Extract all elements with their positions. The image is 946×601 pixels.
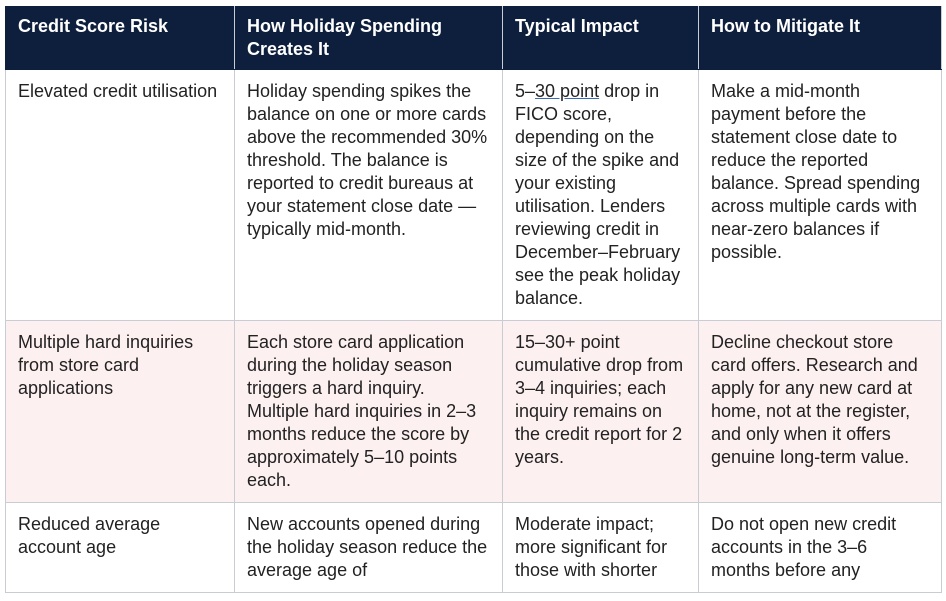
table-row: Elevated credit utilisation Holiday spend… — [5, 69, 942, 321]
table-cell: Multiple hard inquiries from store card … — [5, 320, 235, 503]
table-row: Reduced average account age New accounts … — [5, 502, 942, 593]
table-cell: Decline checkout store card offers. Rese… — [698, 320, 942, 503]
table-cell: Do not open new credit accounts in the 3… — [698, 502, 942, 593]
table-cell: Reduced average account age — [5, 502, 235, 593]
table-row: Multiple hard inquiries from store card … — [5, 320, 942, 503]
header-cell: Credit Score Risk — [5, 6, 235, 70]
table-cell: Make a mid-month payment before the stat… — [698, 69, 942, 321]
table-cell: 5–30 point drop in FICO score, depending… — [502, 69, 699, 321]
table-cell: Elevated credit utilisation — [5, 69, 235, 321]
header-cell: How Holiday Spending Creates It — [234, 6, 503, 70]
header-row: Credit Score Risk How Holiday Spending Cr… — [5, 6, 942, 70]
table-cell: New accounts opened during the holiday s… — [234, 502, 503, 593]
table-cell: Moderate impact; more significant for th… — [502, 502, 699, 593]
table-cell: Holiday spending spikes the balance on o… — [234, 69, 503, 321]
header-cell: Typical Impact — [502, 6, 699, 70]
table-cell: 15–30+ point cumulative drop from 3–4 in… — [502, 320, 699, 503]
header-cell: How to Mitigate It — [698, 6, 942, 70]
text-segment: drop in FICO score, depending on the siz… — [515, 81, 681, 308]
table-header: Credit Score Risk How Holiday Spending Cr… — [5, 6, 942, 70]
inline-link[interactable]: 30 point — [535, 81, 600, 101]
table-cell: Each store card application during the h… — [234, 320, 503, 503]
risk-table: Credit Score Risk How Holiday Spending Cr… — [5, 6, 942, 593]
table-body: Elevated credit utilisation Holiday spend… — [5, 69, 942, 593]
text-segment: 5– — [515, 81, 536, 101]
